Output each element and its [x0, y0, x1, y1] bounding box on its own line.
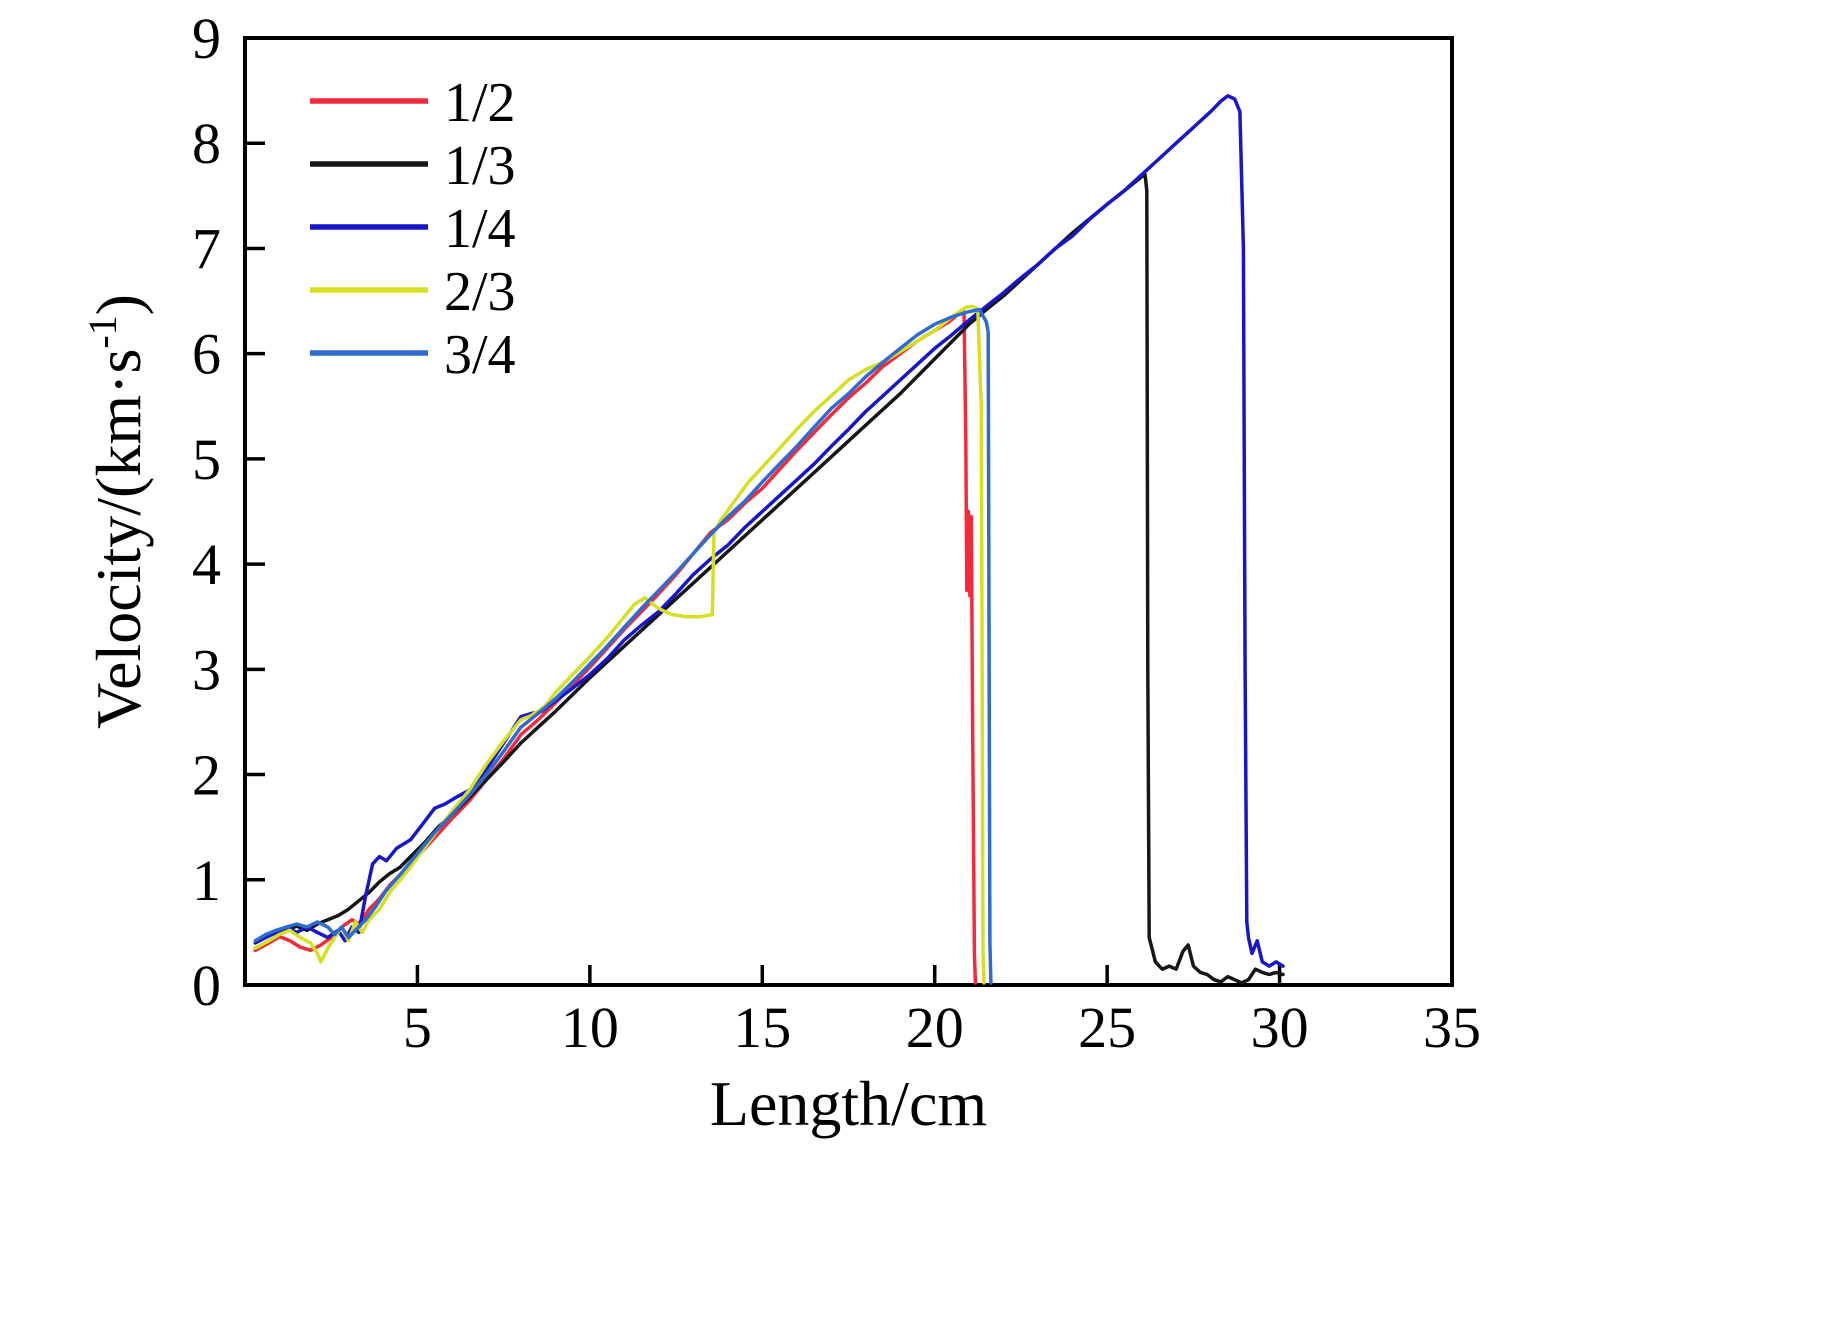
legend-label: 2/3	[444, 261, 516, 323]
series-line-1-3	[253, 173, 1285, 985]
y-tick-label: 0	[192, 953, 221, 1018]
x-tick-label: 30	[1251, 995, 1309, 1060]
x-tick-label: 25	[1078, 995, 1136, 1060]
x-axis: 5 10 15 20 25 30 35	[403, 965, 1481, 1060]
x-tick-label: 20	[906, 995, 964, 1060]
plot-border	[243, 36, 1454, 987]
y-tick-label: 1	[192, 848, 221, 913]
x-axis-title: Length/cm	[710, 1068, 987, 1139]
y-tick-label: 2	[192, 743, 221, 808]
y-axis: 0 1 2 3 4 5 6 7 8 9	[192, 6, 265, 1018]
legend-label: 3/4	[444, 324, 516, 386]
series-line-1-4	[253, 94, 1285, 968]
y-tick-label: 7	[192, 216, 221, 281]
y-axis-title: Velocity/(km·s-1)	[80, 294, 154, 729]
y-tick-label: 5	[192, 427, 221, 492]
x-tick-label: 15	[733, 995, 791, 1060]
y-tick-label: 9	[192, 6, 221, 71]
legend-label: 1/3	[444, 135, 516, 197]
x-tick-label: 5	[403, 995, 432, 1060]
y-tick-label: 3	[192, 637, 221, 702]
legend-label: 1/4	[444, 198, 516, 260]
y-tick-label: 6	[192, 322, 221, 387]
series-line-3-4	[253, 307, 993, 985]
legend: 1/21/31/42/33/4	[310, 72, 516, 386]
y-tick-label: 4	[192, 532, 221, 597]
x-tick-label: 10	[561, 995, 619, 1060]
y-tick-label: 8	[192, 111, 221, 176]
x-tick-label: 35	[1423, 995, 1481, 1060]
legend-label: 1/2	[444, 72, 516, 134]
